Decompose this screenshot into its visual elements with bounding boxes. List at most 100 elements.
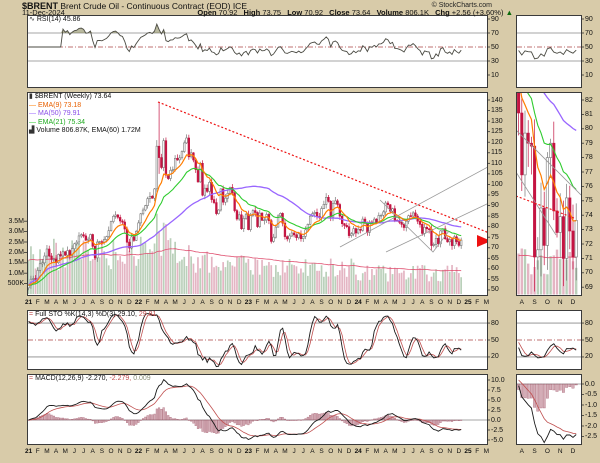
inset-macd-axis-label: -0.5: [585, 391, 598, 398]
inset-price-axis-label: 78: [585, 154, 593, 162]
inset-month-axis-label: O: [544, 299, 550, 306]
ma50-legend: — MA(50) 79.91: [29, 110, 81, 117]
month-axis-label: F: [255, 448, 260, 455]
ema21-legend: — EMA(21) 75.34: [29, 118, 86, 126]
month-axis-label: F: [475, 299, 480, 306]
inset-sto-axis-label: 50: [585, 336, 593, 344]
inset-sto-axis-label: 80: [585, 319, 593, 327]
rsi-axis-label: 10: [491, 71, 499, 79]
ema21-line-icon: —: [29, 118, 36, 126]
month-axis-label: 23: [244, 448, 252, 455]
month-axis-label: J: [72, 299, 77, 306]
open-label: Open: [197, 8, 217, 17]
inset-month-axis-label: S: [532, 448, 537, 455]
volume-axis-label: 500K: [7, 280, 24, 288]
month-axis-label: A: [200, 448, 205, 455]
price-axis-label: 60: [491, 265, 499, 273]
month-axis-label: M: [62, 299, 68, 306]
month-axis-label: A: [273, 299, 278, 306]
cpx-content: [28, 101, 487, 294]
month-axis-label: M: [373, 448, 380, 455]
price-axis-label: 55: [491, 275, 499, 283]
month-axis-label: J: [301, 299, 305, 306]
month-axis-label: M: [483, 299, 490, 306]
inset-month-axis-label: O: [544, 448, 550, 455]
month-axis-label: D: [456, 448, 462, 455]
month-axis-label: M: [263, 448, 270, 455]
inset-macd-axis-label: -2.5: [585, 433, 598, 440]
sto-line-icon: =: [29, 311, 34, 318]
price-axis-label: 120: [491, 138, 503, 146]
price-axis-label: 85: [491, 212, 499, 220]
inset-month-axis-label: D: [570, 448, 576, 455]
inset-month-axis-label: D: [570, 299, 576, 306]
price-axis-label: 95: [491, 191, 499, 199]
month-axis-label: M: [263, 299, 270, 306]
month-axis-label: J: [81, 448, 86, 455]
inset-rsi-axis-label: 50: [585, 43, 593, 51]
month-axis-label: S: [429, 299, 434, 306]
chart-date: 11-Dec-2024: [22, 8, 65, 17]
month-axis-label: J: [182, 299, 186, 306]
month-axis-label: A: [90, 299, 95, 306]
month-axis-label: D: [126, 299, 132, 306]
price-axis-label: 100: [491, 180, 503, 188]
inset-rsi-axis-label: 10: [585, 71, 593, 79]
month-axis-label: N: [117, 299, 123, 306]
month-axis-label: 22: [134, 299, 143, 306]
stockcharts-link[interactable]: © StockCharts.com: [431, 2, 492, 9]
month-axis-label: O: [218, 448, 224, 455]
month-axis-label: J: [402, 448, 406, 455]
month-axis-label: D: [346, 448, 352, 455]
month-axis-label: 25: [464, 448, 472, 455]
month-axis-label: A: [163, 448, 169, 455]
month-axis-label: S: [209, 299, 214, 306]
macd-axis-label: 2.5: [491, 406, 501, 414]
chart-header: $BRENT Brent Crude Oil - Continuous Cont…: [22, 1, 247, 11]
inset-month-axis-label: A: [519, 299, 524, 306]
month-axis-label: J: [81, 299, 86, 306]
month-axis-label: J: [292, 448, 296, 455]
price-axis-label: 115: [491, 149, 503, 157]
month-axis-label: O: [328, 299, 334, 306]
month-axis-label: M: [282, 448, 288, 455]
inset-price-axis-label: 76: [585, 182, 593, 190]
month-axis-label: M: [172, 448, 178, 455]
cipmacd-content: [517, 379, 581, 444]
month-axis-label: 21: [25, 299, 33, 306]
month-axis-label: A: [90, 448, 95, 455]
low-label: Low: [287, 8, 303, 17]
volume-axis-label: 3.0M: [8, 228, 24, 236]
open-value: 70.92: [218, 8, 238, 17]
inset-month-axis-label: N: [557, 448, 563, 455]
rsi-axis-label: 90: [491, 15, 499, 23]
inset-price-axis-label: 79: [585, 139, 593, 147]
ciprsi-content: [517, 32, 581, 62]
price-axis-label: 105: [491, 170, 503, 178]
chg-label: Chg: [435, 8, 450, 17]
sto-axis-label: 80: [491, 319, 499, 327]
month-axis-label: O: [108, 448, 114, 455]
ema9-legend: — EMA(9) 73.18: [29, 101, 82, 109]
inset-macd-axis-label: -2.0: [585, 422, 598, 430]
month-axis-label: N: [227, 299, 233, 306]
month-axis-label: S: [319, 299, 324, 306]
month-axis-label: O: [328, 448, 334, 455]
rsi-axis-label: 50: [491, 43, 499, 51]
month-axis-label: M: [154, 299, 160, 306]
month-axis-label: 23: [244, 299, 252, 306]
cpmacd-content: [28, 378, 487, 441]
close-value: 73.64: [351, 8, 371, 17]
high-label: High: [243, 8, 261, 17]
month-axis-label: A: [383, 448, 388, 455]
volume-value: 806.1K: [405, 8, 429, 17]
month-axis-label: J: [191, 448, 196, 455]
month-axis-label: J: [411, 299, 415, 306]
price-axis-label: 90: [491, 202, 499, 210]
rsi-axis-label: 30: [491, 57, 499, 65]
month-axis-label: A: [163, 299, 169, 306]
month-axis-label: J: [402, 299, 406, 306]
inset-price-axis-label: 73: [585, 226, 593, 234]
month-axis-label: M: [282, 299, 288, 306]
